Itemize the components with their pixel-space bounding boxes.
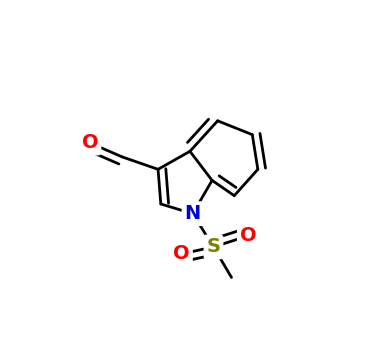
Text: N: N <box>185 204 201 223</box>
Text: O: O <box>240 226 256 246</box>
Text: S: S <box>206 238 220 256</box>
Text: O: O <box>82 134 99 153</box>
Text: O: O <box>173 244 190 264</box>
